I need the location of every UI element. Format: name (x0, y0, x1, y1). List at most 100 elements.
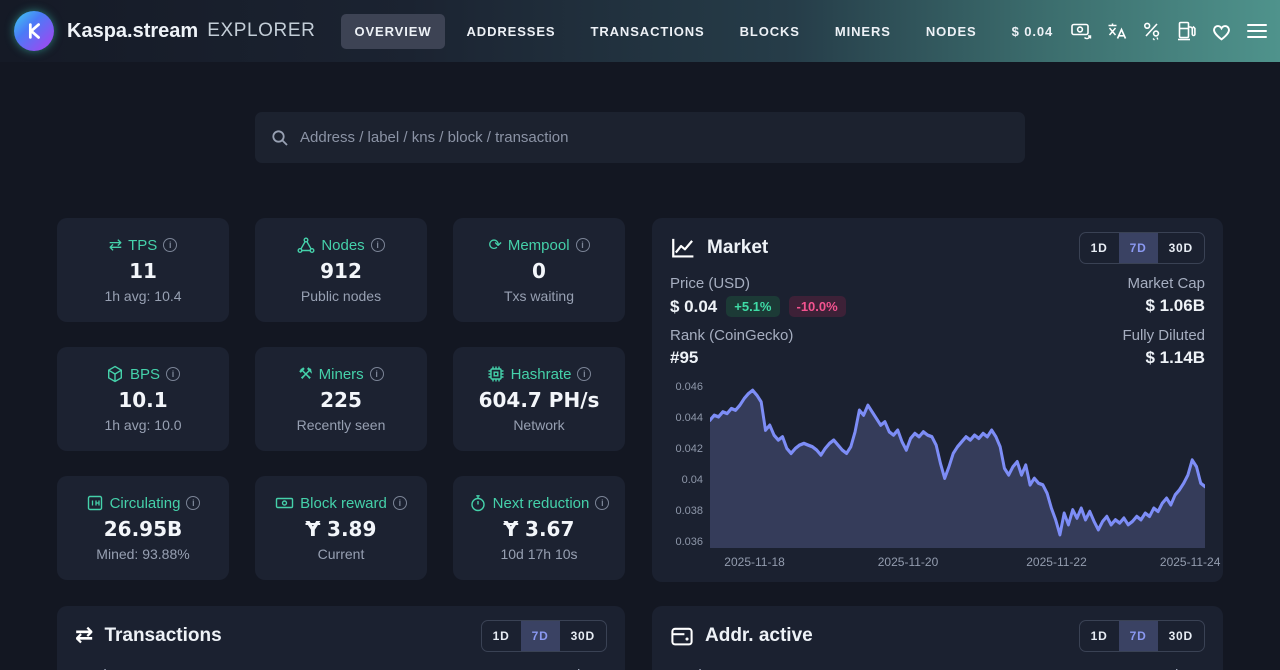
y-tick-label: 0.044 (675, 412, 703, 424)
x-tick-label: 2025-11-20 (877, 555, 939, 569)
search-input[interactable] (300, 129, 1009, 146)
nav-nodes[interactable]: NODES (913, 14, 990, 49)
stat-card-bps: BPS i 10.1 1h avg: 10.0 (57, 347, 229, 451)
info-icon[interactable]: i (186, 496, 201, 510)
transactions-range-7d[interactable]: 7D (520, 621, 560, 651)
market-title: Market (707, 237, 769, 258)
stat-label: Mempool (507, 236, 570, 254)
info-icon[interactable]: i (595, 496, 610, 510)
percent-fees-icon[interactable] (1136, 16, 1167, 47)
kaspa-k-glyph (28, 23, 40, 39)
wallet-icon (671, 627, 693, 646)
y-tick-label: 0.046 (675, 381, 703, 393)
transactions-range-1d[interactable]: 1D (482, 621, 521, 651)
chart-x-axis: 2025-11-18 2025-11-20 2025-11-22 2025-11-24 (710, 548, 1220, 572)
stat-label: Miners (318, 365, 364, 383)
price-label: Price (USD) (670, 275, 751, 292)
brand-title: Kaspa.stream (67, 19, 199, 42)
y-tick-label: 0.038 (675, 505, 703, 517)
banknote-icon (275, 497, 294, 509)
y-tick-label: 0.036 (675, 536, 703, 548)
stat-value: 26.95B (103, 517, 183, 541)
stats-grid: ⇄ TPS i 11 1h avg: 10.4 Nodes i 912 Pu (57, 218, 625, 582)
currency-exchange-icon[interactable] (1066, 16, 1097, 47)
price-value: $ 0.04 (670, 296, 718, 316)
stopwatch-icon (470, 495, 485, 512)
addresses-total-label: Total (670, 667, 702, 670)
favorites-heart-icon[interactable] (1206, 16, 1237, 47)
top-navigation-bar: Kaspa.stream EXPLORER OVERVIEW ADDRESSES… (0, 0, 1280, 62)
nav-price[interactable]: $ 0.04 (999, 14, 1067, 49)
market-range-toggle: 1D 7D 30D (1078, 232, 1205, 264)
stat-value: 0 (532, 258, 546, 283)
stat-card-miners: ⚒ Miners i 225 Recently seen (255, 347, 427, 451)
pickaxe-icon: ⚒ (298, 364, 313, 383)
addresses-range-7d[interactable]: 7D (1118, 621, 1158, 651)
info-icon[interactable]: i (370, 238, 385, 252)
cube-icon (107, 365, 122, 383)
stat-value: 225 (320, 387, 362, 412)
rank-value: #95 (670, 348, 699, 367)
transactions-range-30d[interactable]: 30D (560, 621, 606, 651)
addresses-range-1d[interactable]: 1D (1080, 621, 1119, 651)
info-icon[interactable]: i (163, 238, 178, 252)
rank-label: Rank (CoinGecko) (670, 327, 794, 344)
stat-value: 11 (129, 258, 157, 283)
market-panel: Market 1D 7D 30D Price (USD) $ 0.04 +5.1… (652, 218, 1223, 582)
stat-subtitle: Mined: 93.88% (96, 546, 190, 562)
market-range-1d[interactable]: 1D (1080, 233, 1119, 263)
addresses-range-toggle: 1D 7D 30D (1078, 620, 1205, 652)
info-icon[interactable]: i (575, 238, 590, 252)
nav-addresses[interactable]: ADDRESSES (454, 14, 569, 49)
marketcap-label: Market Cap (1127, 275, 1205, 292)
transactions-arrows-icon: ⇄ (75, 623, 94, 648)
translate-icon[interactable] (1101, 16, 1132, 47)
market-chart: 0.046 0.044 0.042 0.04 0.038 0.036 (670, 382, 1205, 548)
stat-label: Block reward (300, 494, 387, 512)
addresses-last-hour-label: Last hour (1142, 667, 1205, 670)
kaspa-logo-icon[interactable] (14, 11, 54, 51)
market-range-7d[interactable]: 7D (1118, 233, 1158, 263)
fdv-value: $ 1.14B (1145, 348, 1205, 367)
info-icon[interactable]: i (369, 367, 384, 381)
transactions-last-hour-label: Last hour (544, 667, 607, 670)
search-bar (255, 112, 1025, 163)
stat-card-mempool: ⟳ Mempool i 0 Txs waiting (453, 218, 625, 322)
stat-label: TPS (128, 236, 158, 254)
stat-label: Hashrate (510, 365, 572, 383)
page-content: ⇄ TPS i 11 1h avg: 10.4 Nodes i 912 Pu (57, 112, 1223, 670)
gas-icon[interactable] (1171, 16, 1202, 47)
nav-overview[interactable]: OVERVIEW (341, 13, 445, 49)
transactions-title: Transactions (104, 625, 222, 646)
stat-label: Nodes (321, 236, 365, 254)
main-nav: OVERVIEW ADDRESSES TRANSACTIONS BLOCKS M… (341, 13, 1067, 49)
stat-card-tps: ⇄ TPS i 11 1h avg: 10.4 (57, 218, 229, 322)
addresses-range-30d[interactable]: 30D (1158, 621, 1204, 651)
marketcap-value: $ 1.06B (1145, 296, 1205, 315)
chart-line-icon (672, 238, 694, 258)
transactions-range-toggle: 1D 7D 30D (480, 620, 607, 652)
info-icon[interactable]: i (166, 367, 180, 381)
stat-subtitle: 1h avg: 10.4 (104, 287, 182, 304)
info-icon[interactable]: i (392, 496, 407, 510)
menu-icon[interactable] (1241, 16, 1272, 47)
stat-subtitle: 1h avg: 10.0 (104, 417, 182, 433)
nav-miners[interactable]: MINERS (822, 14, 904, 49)
nav-blocks[interactable]: BLOCKS (727, 14, 813, 49)
search-icon (272, 129, 288, 146)
chart-plot-area[interactable] (710, 382, 1205, 548)
stat-subtitle: 10d 17h 10s (500, 546, 578, 562)
stat-value: 10.1 (118, 388, 168, 412)
chart-y-axis: 0.046 0.044 0.042 0.04 0.038 0.036 (670, 382, 710, 548)
addresses-active-panel: Addr. active 1D 7D 30D Total Last hour (652, 606, 1223, 670)
nav-transactions[interactable]: TRANSACTIONS (578, 14, 718, 49)
stat-subtitle: Network (513, 417, 565, 433)
stat-value: Ɏ 3.89 (305, 517, 377, 541)
network-nodes-icon (297, 237, 315, 253)
stat-subtitle: Current (317, 546, 365, 562)
change-up-badge: +5.1% (726, 296, 780, 317)
market-range-30d[interactable]: 30D (1158, 233, 1204, 263)
info-icon[interactable]: i (577, 367, 592, 381)
chip-icon (488, 366, 504, 382)
stat-label: BPS (129, 365, 160, 383)
